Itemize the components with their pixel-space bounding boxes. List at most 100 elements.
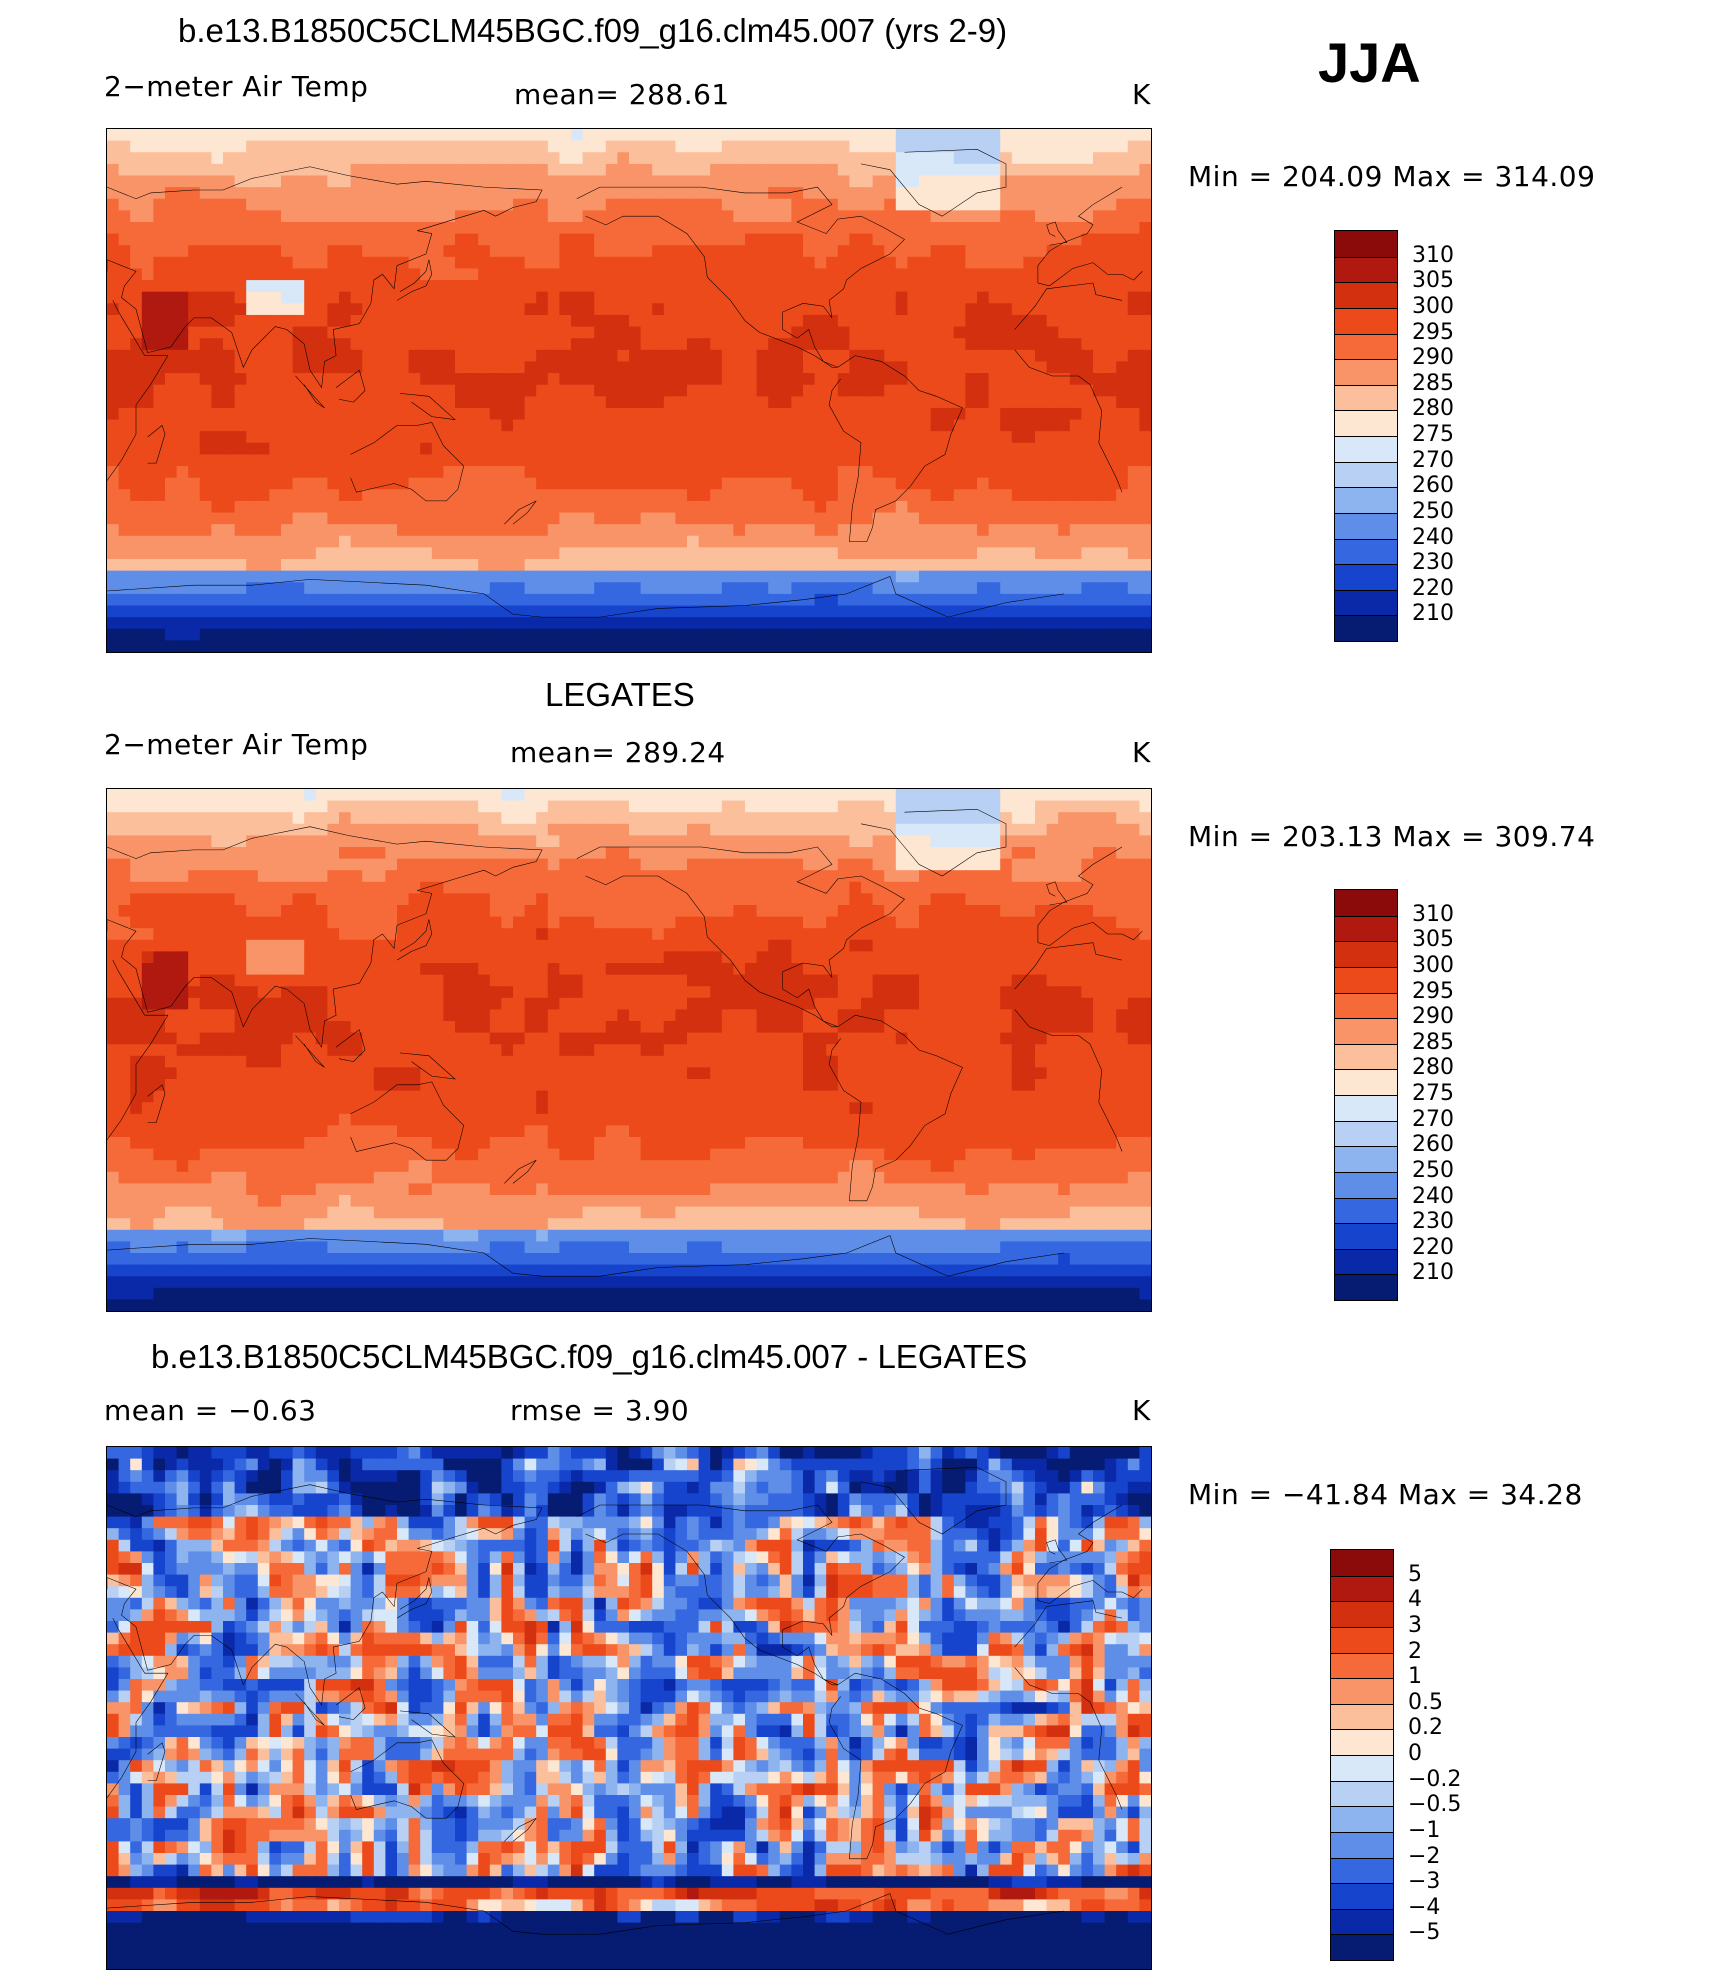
field-cell bbox=[988, 245, 1002, 258]
field-cell bbox=[617, 431, 630, 444]
field-cell bbox=[652, 500, 665, 514]
field-cell bbox=[362, 140, 375, 154]
field-cell bbox=[907, 140, 920, 154]
field-cell bbox=[257, 489, 271, 502]
field-cell bbox=[176, 210, 190, 223]
field-cell bbox=[269, 570, 282, 584]
field-cell bbox=[710, 870, 723, 883]
field-cell bbox=[710, 233, 723, 247]
field-cell bbox=[1081, 198, 1094, 212]
field-cell bbox=[536, 384, 549, 398]
field-cell bbox=[814, 640, 828, 652]
field-cell bbox=[223, 280, 236, 293]
field-cell bbox=[594, 129, 607, 142]
field-cell bbox=[315, 547, 329, 560]
field-cell bbox=[501, 268, 514, 281]
field-cell bbox=[501, 617, 514, 630]
field-cell bbox=[745, 789, 758, 802]
field-cell bbox=[118, 349, 132, 363]
field-cell bbox=[1127, 361, 1141, 374]
field-cell bbox=[199, 338, 213, 351]
field-cell bbox=[756, 198, 770, 212]
field-cell bbox=[1116, 373, 1129, 386]
field-cell bbox=[455, 835, 468, 848]
field-cell bbox=[257, 800, 271, 814]
field-cell bbox=[408, 477, 422, 491]
field-cell bbox=[327, 800, 340, 814]
field-cell bbox=[385, 361, 398, 374]
field-cell bbox=[257, 593, 271, 607]
field-cell bbox=[582, 407, 596, 421]
field-cell bbox=[408, 256, 422, 270]
field-cell bbox=[304, 835, 317, 848]
field-cell bbox=[559, 314, 572, 328]
field-cell bbox=[687, 373, 700, 386]
field-cell bbox=[1035, 835, 1048, 848]
field-cell bbox=[977, 361, 990, 374]
field-cell bbox=[1011, 419, 1025, 433]
field-cell bbox=[977, 163, 990, 177]
field-cell bbox=[826, 396, 839, 409]
field-cell bbox=[292, 384, 306, 398]
field-cell bbox=[455, 570, 468, 584]
field-cell bbox=[663, 338, 677, 351]
field-cell bbox=[814, 466, 828, 479]
field-cell bbox=[733, 396, 746, 409]
field-cell bbox=[756, 163, 770, 177]
field-cell bbox=[431, 789, 445, 802]
field-cell bbox=[687, 210, 700, 223]
field-cell bbox=[107, 789, 120, 802]
coastline bbox=[351, 422, 464, 500]
field-cell bbox=[489, 198, 503, 212]
field-cell bbox=[223, 893, 236, 906]
mean-label: mean= 288.61 bbox=[514, 78, 730, 111]
field-cell bbox=[1127, 256, 1141, 270]
field-cell bbox=[756, 140, 770, 154]
field-cell bbox=[199, 407, 213, 421]
field-cell bbox=[663, 129, 677, 142]
field-cell bbox=[350, 291, 364, 305]
field-cell bbox=[339, 628, 352, 642]
field-cell bbox=[849, 881, 862, 895]
field-cell bbox=[895, 535, 909, 549]
field-cell bbox=[768, 221, 781, 235]
field-cell bbox=[513, 454, 526, 467]
field-cell bbox=[443, 789, 456, 802]
field-cell bbox=[1023, 373, 1036, 386]
field-cell bbox=[1116, 789, 1129, 802]
field-cell bbox=[1069, 605, 1083, 619]
field-cell bbox=[721, 373, 735, 386]
field-cell bbox=[779, 823, 793, 837]
field-cell bbox=[895, 466, 909, 479]
field-cell bbox=[733, 605, 746, 619]
field-cell bbox=[803, 835, 816, 848]
field-cell bbox=[362, 419, 375, 433]
field-cell bbox=[455, 500, 468, 514]
field-cell bbox=[756, 847, 770, 860]
field-cell bbox=[188, 373, 201, 386]
field-cell bbox=[826, 221, 839, 235]
field-cell bbox=[141, 593, 155, 607]
field-cell bbox=[547, 570, 561, 584]
field-cell bbox=[107, 129, 120, 142]
field-cell bbox=[582, 535, 596, 549]
field-cell bbox=[315, 500, 329, 514]
field-cell bbox=[397, 314, 410, 328]
field-cell bbox=[1023, 233, 1036, 247]
field-cell bbox=[617, 881, 630, 895]
field-cell bbox=[536, 535, 549, 549]
field-cell bbox=[234, 893, 248, 906]
field-cell bbox=[779, 559, 793, 572]
field-cell bbox=[536, 559, 549, 572]
field-cell bbox=[281, 175, 294, 188]
field-cell bbox=[733, 858, 746, 872]
field-cell bbox=[919, 617, 932, 630]
field-cell bbox=[988, 870, 1002, 883]
field-cell bbox=[269, 361, 282, 374]
field-cell bbox=[1104, 500, 1118, 514]
field-cell bbox=[942, 431, 955, 444]
field-cell bbox=[536, 870, 549, 883]
field-cell bbox=[420, 349, 433, 363]
field-cell bbox=[710, 314, 723, 328]
field-cell bbox=[803, 512, 816, 526]
